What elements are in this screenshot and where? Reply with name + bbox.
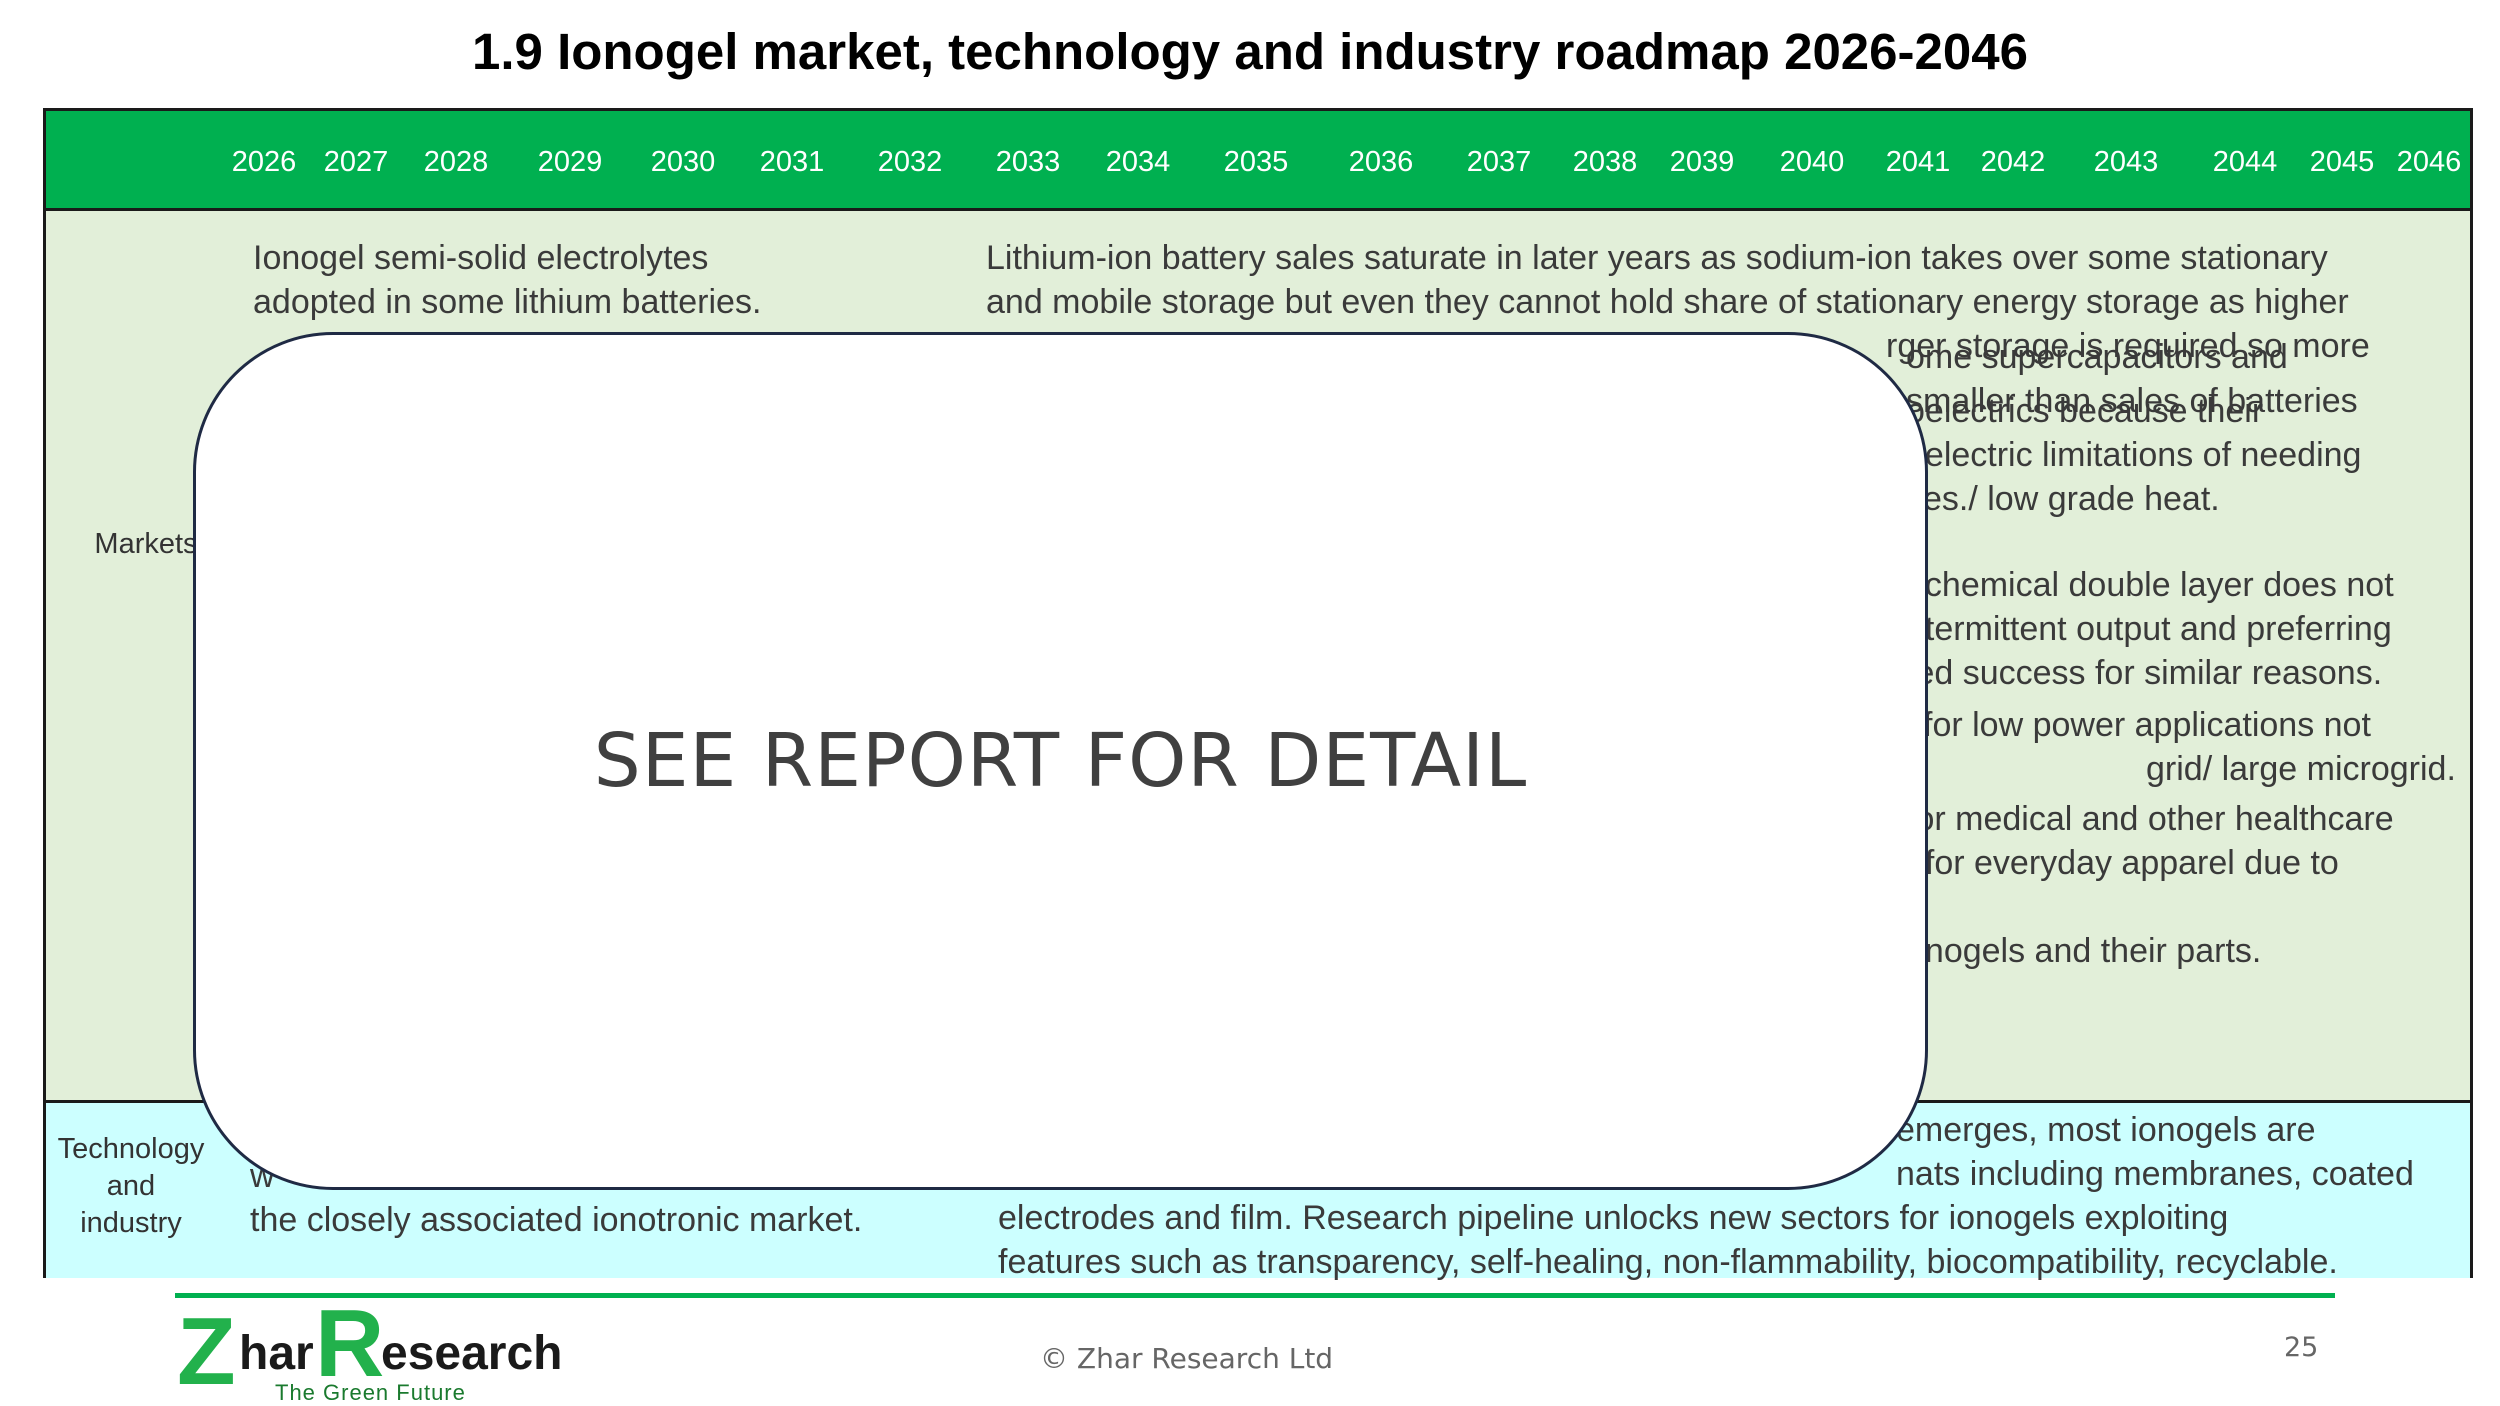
year-header-bar: 2026 2027 2028 2029 2030 2031 2032 2033 … [46,111,2470,211]
logo-letter-r: R [315,1290,385,1397]
copyright-notice: © Zhar Research Ltd [1040,1342,1334,1375]
markets-row-label: Markets [94,528,198,560]
markets-fragment-double-layer: ochemical double layer does not ntermitt… [1906,566,2394,692]
year-label: 2035 [1223,146,1289,178]
year-label: 2044 [2212,146,2278,178]
zhar-research-logo: Z har R esearch The Green Future [175,1296,565,1406]
year-label: 2032 [877,146,943,178]
markets-fragment-parts: onogels and their parts. [1906,932,2262,970]
markets-fragment-supercapacitors: ome supercapacitors and smaller than sal… [1906,338,2358,420]
year-label: 2027 [323,146,389,178]
technology-row-label: Technology and industry [57,1133,205,1239]
year-label: 2037 [1466,146,1532,178]
year-label: 2028 [423,146,489,178]
technology-later-text: emerges, most ionogels are nats includin… [998,1111,2414,1281]
year-label: 2040 [1779,146,1845,178]
page-number: 25 [2284,1332,2319,1363]
year-label: 2036 [1348,146,1414,178]
year-label: 2043 [2093,146,2159,178]
logo-letter-z: Z [177,1298,236,1405]
year-label: 2029 [537,146,603,178]
footer-divider [175,1293,2335,1298]
year-label: 2045 [2309,146,2375,178]
logo-text-har: har [239,1327,314,1380]
year-label: 2038 [1572,146,1638,178]
markets-fragment-low-power: l for low power applications not grid/ l… [1906,706,2456,788]
year-label: 2046 [2396,146,2462,178]
overlay-text: SEE REPORT FOR DETAIL [593,718,1528,804]
markets-fragment-medical: for medical and other healthcare t for e… [1906,800,2394,882]
markets-later-text: Lithium-ion battery sales saturate in la… [986,239,2370,365]
year-label: 2042 [1980,146,2046,178]
year-label: 2039 [1669,146,1735,178]
year-label: 2026 [231,146,297,178]
see-report-overlay: SEE REPORT FOR DETAIL [193,332,1928,1190]
year-label: 2030 [650,146,716,178]
logo-text-esearch: esearch [381,1327,563,1380]
year-label: 2033 [995,146,1061,178]
page-title: 1.9 Ionogel market, technology and indus… [472,23,2028,80]
markets-fragment-thermoelectrics: oelectrics because their oelectric limit… [1906,392,2362,518]
year-label: 2034 [1105,146,1171,178]
markets-early-text: Ionogel semi-solid electrolytes adopted … [253,239,762,321]
year-label: 2041 [1885,146,1951,178]
logo-tagline: The Green Future [275,1380,466,1405]
year-label: 2031 [759,146,825,178]
